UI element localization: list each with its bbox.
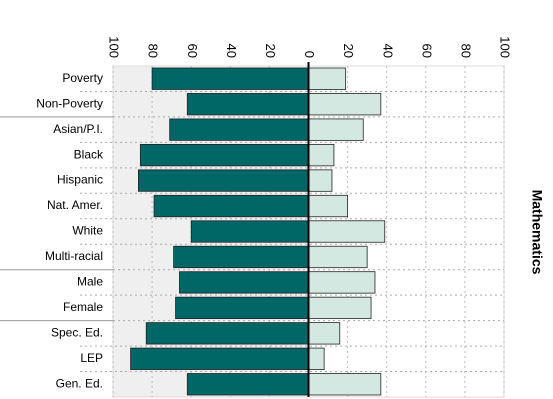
category-label: Female xyxy=(63,300,103,314)
bar xyxy=(169,118,309,141)
bar xyxy=(308,296,372,320)
bar xyxy=(186,373,309,396)
category-label: Male xyxy=(77,275,103,289)
bar xyxy=(139,143,309,167)
x-tick-label: 40 xyxy=(224,44,239,58)
x-tick-label: 60 xyxy=(419,44,434,58)
bar xyxy=(179,271,309,294)
category-label: Poverty xyxy=(62,71,103,85)
x-tick-label: 80 xyxy=(458,44,473,58)
bar xyxy=(175,296,309,320)
bar xyxy=(308,118,364,141)
category-label: Spec. Ed. xyxy=(51,326,103,340)
bar xyxy=(308,93,382,116)
category-label: Non-Poverty xyxy=(36,96,103,110)
bar xyxy=(308,322,341,345)
category-label: Hispanic xyxy=(57,173,103,187)
x-tick-label: 40 xyxy=(380,44,395,58)
chart-title: Mathematics xyxy=(529,190,545,275)
bar xyxy=(308,143,335,167)
bar xyxy=(308,347,325,370)
category-label: Nat. Amer. xyxy=(47,198,103,212)
bar xyxy=(138,169,309,192)
bar xyxy=(308,169,333,192)
bar xyxy=(308,194,348,218)
bar xyxy=(308,271,376,294)
x-tick-label: 100 xyxy=(498,36,513,58)
category-label: Black xyxy=(74,147,104,161)
x-tick-label: 100 xyxy=(107,36,122,58)
x-tick-label: 20 xyxy=(263,44,278,58)
bar xyxy=(308,373,382,396)
bar xyxy=(308,245,368,269)
category-label: Multi-racial xyxy=(45,249,103,263)
bar xyxy=(190,220,309,243)
bar xyxy=(153,194,309,218)
x-tick-label: 0 xyxy=(302,51,317,58)
category-label: Asian/P.I. xyxy=(53,122,103,136)
bar xyxy=(308,220,386,243)
category-label: LEP xyxy=(80,351,103,365)
x-tick-label: 60 xyxy=(185,44,200,58)
category-label: Gen. Ed. xyxy=(56,376,103,390)
bar xyxy=(151,67,309,90)
x-tick-label: 20 xyxy=(341,44,356,58)
bar xyxy=(173,245,309,269)
category-label: White xyxy=(72,224,103,238)
x-tick-label: 80 xyxy=(146,44,161,58)
bar xyxy=(308,67,347,90)
bar xyxy=(145,322,309,345)
bar xyxy=(130,347,309,370)
bar xyxy=(186,93,309,116)
